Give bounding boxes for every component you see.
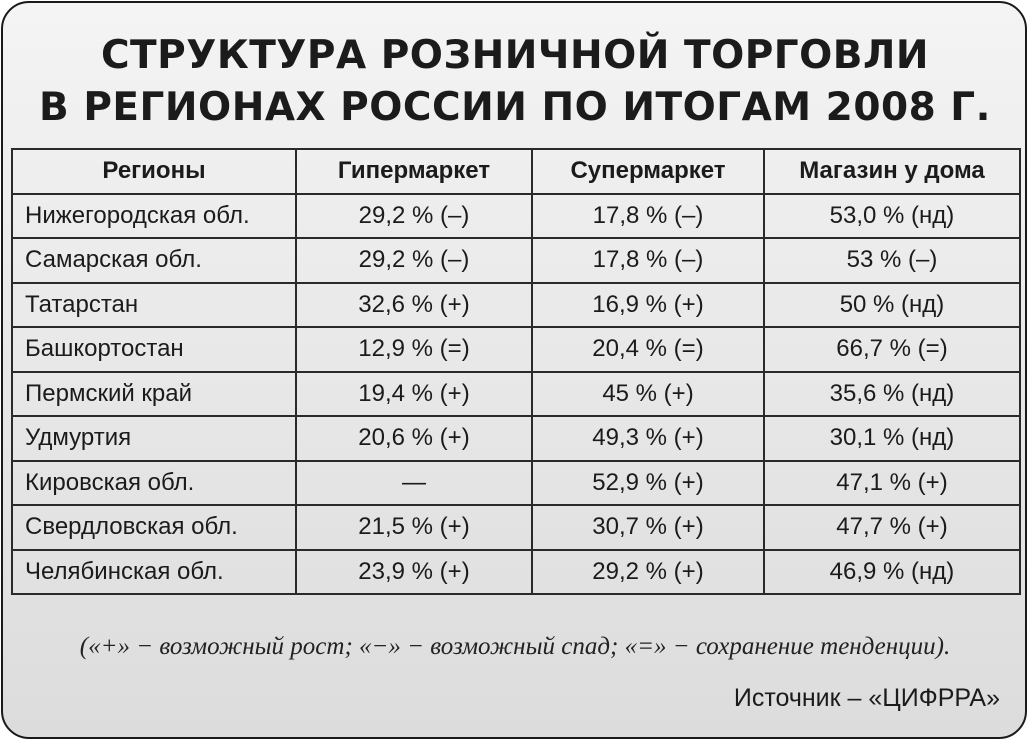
table-header-row: Регионы Гипермаркет Супермаркет Магазин … [11,148,1021,195]
convenience-cell: 53,0 % (нд) [763,192,1021,239]
hypermarket-cell: 20,6 % (+) [295,415,533,462]
supermarket-cell: 49,3 % (+) [531,415,765,462]
hypermarket-cell: 23,9 % (+) [295,548,533,595]
hypermarket-cell: 29,2 % (–) [295,192,533,239]
title-line-1: СТРУКТУРА РОЗНИЧНОЙ ТОРГОВЛИ [100,33,930,78]
table-row: Челябинская обл. 23,9 % (+) 29,2 % (+) 4… [11,548,1021,595]
table-row: Самарская обл. 29,2 % (–) 17,8 % (–) 53 … [11,237,1021,284]
table-row: Башкортостан 12,9 % (=) 20,4 % (=) 66,7 … [11,326,1021,373]
supermarket-cell: 17,8 % (–) [531,237,765,284]
retail-structure-table: Регионы Гипермаркет Супермаркет Магазин … [11,148,1021,595]
region-cell: Кировская обл. [11,459,297,506]
supermarket-cell: 52,9 % (+) [531,459,765,506]
convenience-cell: 47,7 % (+) [763,504,1021,551]
header-regions: Регионы [11,148,297,195]
title-line-2: В РЕГИОНАХ РОССИИ ПО ИТОГАМ 2008 Г. [39,85,991,130]
convenience-cell: 35,6 % (нд) [763,370,1021,417]
convenience-cell: 50 % (нд) [763,281,1021,328]
table-row: Свердловская обл. 21,5 % (+) 30,7 % (+) … [11,504,1021,551]
supermarket-cell: 16,9 % (+) [531,281,765,328]
hypermarket-cell: — [295,459,533,506]
supermarket-cell: 45 % (+) [531,370,765,417]
table-row: Кировская обл. — 52,9 % (+) 47,1 % (+) [11,459,1021,506]
convenience-cell: 30,1 % (нд) [763,415,1021,462]
page-title: СТРУКТУРА РОЗНИЧНОЙ ТОРГОВЛИ В РЕГИОНАХ … [0,30,1030,134]
header-supermarket: Супермаркет [531,148,765,195]
convenience-cell: 46,9 % (нд) [763,548,1021,595]
supermarket-cell: 29,2 % (+) [531,548,765,595]
hypermarket-cell: 12,9 % (=) [295,326,533,373]
header-hypermarket: Гипермаркет [295,148,533,195]
hypermarket-cell: 19,4 % (+) [295,370,533,417]
legend-note: («+» − возможный рост; «−» − возможный с… [79,633,951,660]
region-cell: Пермский край [11,370,297,417]
hypermarket-cell: 29,2 % (–) [295,237,533,284]
region-cell: Башкортостан [11,326,297,373]
region-cell: Удмуртия [11,415,297,462]
region-cell: Челябинская обл. [11,548,297,595]
table-row: Татарстан 32,6 % (+) 16,9 % (+) 50 % (нд… [11,281,1021,328]
convenience-cell: 47,1 % (+) [763,459,1021,506]
region-cell: Татарстан [11,281,297,328]
region-cell: Свердловская обл. [11,504,297,551]
convenience-cell: 66,7 % (=) [763,326,1021,373]
region-cell: Самарская обл. [11,237,297,284]
table-row: Пермский край 19,4 % (+) 45 % (+) 35,6 %… [11,370,1021,417]
source-credit: Источник – «ЦИФРРА» [733,684,1000,712]
table-row: Удмуртия 20,6 % (+) 49,3 % (+) 30,1 % (н… [11,415,1021,462]
supermarket-cell: 17,8 % (–) [531,192,765,239]
hypermarket-cell: 21,5 % (+) [295,504,533,551]
convenience-cell: 53 % (–) [763,237,1021,284]
supermarket-cell: 30,7 % (+) [531,504,765,551]
region-cell: Нижегородская обл. [11,192,297,239]
hypermarket-cell: 32,6 % (+) [295,281,533,328]
header-convenience-store: Магазин у дома [763,148,1021,195]
supermarket-cell: 20,4 % (=) [531,326,765,373]
table-row: Нижегородская обл. 29,2 % (–) 17,8 % (–)… [11,192,1021,239]
